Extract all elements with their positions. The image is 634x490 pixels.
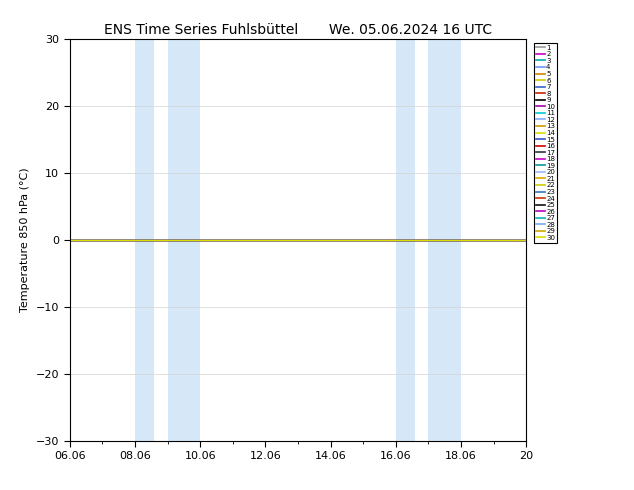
- Title: ENS Time Series Fuhlsbüttel       We. 05.06.2024 16 UTC: ENS Time Series Fuhlsbüttel We. 05.06.20…: [104, 23, 492, 37]
- Bar: [396, 39, 415, 441]
- Bar: [167, 39, 200, 441]
- Legend: 1, 2, 3, 4, 5, 6, 7, 8, 9, 10, 11, 12, 13, 14, 15, 16, 17, 18, 19, 20, 21, 22, 2: 1, 2, 3, 4, 5, 6, 7, 8, 9, 10, 11, 12, 1…: [534, 43, 557, 243]
- Bar: [135, 39, 154, 441]
- Bar: [429, 39, 461, 441]
- Y-axis label: Temperature 850 hPa (°C): Temperature 850 hPa (°C): [20, 168, 30, 313]
